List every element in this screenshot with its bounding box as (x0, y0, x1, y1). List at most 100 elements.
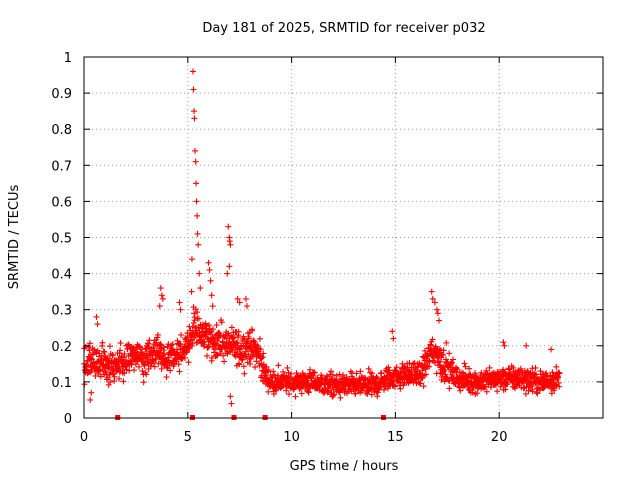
data-point (420, 383, 427, 390)
data-point (117, 339, 124, 346)
data-point (265, 388, 272, 395)
data-point (99, 339, 106, 346)
data-point (97, 367, 104, 374)
data-point (128, 361, 135, 368)
data-point (448, 359, 455, 366)
data-point (237, 346, 244, 353)
data-point (259, 354, 266, 361)
data-point (194, 230, 201, 237)
data-point (501, 342, 508, 349)
data-point (275, 362, 282, 369)
data-point (225, 223, 232, 230)
data-point (412, 368, 419, 375)
data-point (373, 374, 380, 381)
data-point (537, 368, 544, 375)
data-point (143, 371, 150, 378)
data-point (158, 292, 165, 299)
data-point (157, 285, 164, 292)
data-point (204, 352, 211, 359)
data-point (209, 303, 216, 310)
data-point (243, 339, 250, 346)
data-point (209, 326, 216, 333)
y-tick-label: 0.4 (51, 268, 72, 283)
data-point (437, 358, 444, 365)
data-point (121, 350, 128, 357)
data-point (552, 381, 559, 388)
data-point (472, 370, 479, 377)
data-point (431, 299, 438, 306)
data-point (245, 335, 252, 342)
data-point (111, 373, 118, 380)
data-point (553, 382, 560, 389)
data-point (117, 347, 124, 354)
data-point (229, 347, 236, 354)
data-point (109, 351, 116, 358)
data-point (169, 341, 176, 348)
data-point (235, 328, 242, 335)
data-point (194, 212, 201, 219)
data-point (285, 369, 292, 376)
data-point (433, 306, 440, 313)
data-point (193, 180, 200, 187)
x-tick-label: 15 (387, 430, 404, 445)
data-point (241, 370, 248, 377)
data-point (506, 366, 513, 373)
x-tick-label: 5 (184, 430, 192, 445)
data-point (178, 331, 185, 338)
data-point (205, 259, 212, 266)
data-point (258, 355, 265, 362)
data-point (532, 364, 539, 371)
data-point (548, 390, 555, 397)
data-point (337, 394, 344, 401)
data-point (385, 364, 392, 371)
y-tick-label: 0.7 (51, 159, 72, 174)
data-point (494, 388, 501, 395)
data-point (429, 295, 436, 302)
y-tick-label: 0.6 (51, 195, 72, 210)
data-point (254, 345, 261, 352)
data-point (121, 370, 128, 377)
data-point (114, 364, 121, 371)
data-point (435, 317, 442, 324)
data-point (450, 356, 457, 363)
data-point (208, 354, 215, 361)
y-axis-label: SRMTID / TECUs (7, 185, 22, 290)
data-point (443, 339, 450, 346)
data-point (140, 379, 147, 386)
data-point (191, 108, 198, 115)
data-point (206, 266, 213, 273)
data-point (523, 342, 530, 349)
data-point (311, 369, 318, 376)
data-point (551, 387, 558, 394)
data-point (195, 241, 202, 248)
data-point (440, 368, 447, 375)
plot-frame (83, 56, 604, 419)
data-point (240, 363, 247, 370)
data-point (389, 328, 396, 335)
data-point (353, 370, 360, 377)
data-point (136, 363, 143, 370)
data-point (331, 391, 338, 398)
data-point (191, 310, 198, 317)
data-point (214, 351, 221, 358)
data-point (190, 86, 197, 93)
data-point (442, 371, 449, 378)
data-point (265, 367, 272, 374)
data-point (365, 365, 372, 372)
y-tick-label: 1 (64, 51, 72, 66)
y-tick-label: 0.1 (51, 376, 72, 391)
data-point (233, 339, 240, 346)
data-point (548, 346, 555, 353)
data-point (504, 380, 511, 387)
data-point (190, 319, 197, 326)
data-point (226, 238, 233, 245)
y-tick-label: 0.8 (51, 123, 72, 138)
data-point (249, 327, 256, 334)
data-point (244, 338, 251, 345)
data-point (227, 241, 234, 248)
y-tick-label: 0.5 (51, 232, 72, 247)
y-tick-label: 0.3 (51, 304, 72, 319)
data-point (397, 385, 404, 392)
data-point (236, 299, 243, 306)
data-point (213, 341, 220, 348)
